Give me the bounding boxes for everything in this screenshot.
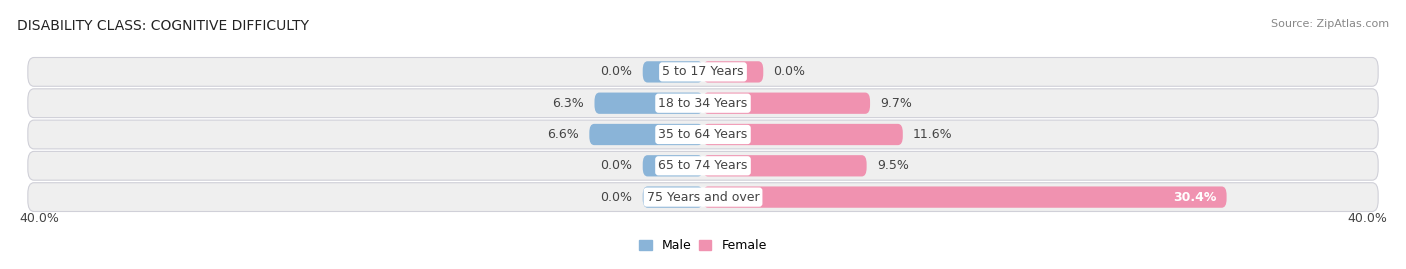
- FancyBboxPatch shape: [643, 186, 703, 208]
- Text: 30.4%: 30.4%: [1173, 191, 1216, 204]
- FancyBboxPatch shape: [643, 155, 703, 176]
- FancyBboxPatch shape: [595, 93, 703, 114]
- Text: 5 to 17 Years: 5 to 17 Years: [662, 65, 744, 78]
- Text: 40.0%: 40.0%: [20, 212, 59, 225]
- FancyBboxPatch shape: [28, 120, 1378, 149]
- FancyBboxPatch shape: [28, 151, 1378, 180]
- FancyBboxPatch shape: [703, 93, 870, 114]
- FancyBboxPatch shape: [703, 186, 1226, 208]
- Text: 11.6%: 11.6%: [912, 128, 953, 141]
- Text: DISABILITY CLASS: COGNITIVE DIFFICULTY: DISABILITY CLASS: COGNITIVE DIFFICULTY: [17, 19, 309, 33]
- Legend: Male, Female: Male, Female: [640, 239, 766, 252]
- FancyBboxPatch shape: [589, 124, 703, 145]
- Text: 6.3%: 6.3%: [553, 97, 583, 110]
- FancyBboxPatch shape: [643, 61, 703, 83]
- Text: 65 to 74 Years: 65 to 74 Years: [658, 159, 748, 172]
- Text: 0.0%: 0.0%: [600, 159, 633, 172]
- FancyBboxPatch shape: [703, 155, 866, 176]
- Text: 9.5%: 9.5%: [877, 159, 908, 172]
- Text: 35 to 64 Years: 35 to 64 Years: [658, 128, 748, 141]
- FancyBboxPatch shape: [703, 124, 903, 145]
- Text: 0.0%: 0.0%: [773, 65, 806, 78]
- Text: 0.0%: 0.0%: [600, 191, 633, 204]
- Text: 9.7%: 9.7%: [880, 97, 912, 110]
- Text: 40.0%: 40.0%: [1347, 212, 1386, 225]
- Text: 0.0%: 0.0%: [600, 65, 633, 78]
- Text: 18 to 34 Years: 18 to 34 Years: [658, 97, 748, 110]
- FancyBboxPatch shape: [28, 58, 1378, 86]
- Text: 6.6%: 6.6%: [547, 128, 579, 141]
- FancyBboxPatch shape: [703, 61, 763, 83]
- FancyBboxPatch shape: [28, 183, 1378, 211]
- FancyBboxPatch shape: [28, 89, 1378, 118]
- Text: 75 Years and over: 75 Years and over: [647, 191, 759, 204]
- Text: Source: ZipAtlas.com: Source: ZipAtlas.com: [1271, 19, 1389, 29]
